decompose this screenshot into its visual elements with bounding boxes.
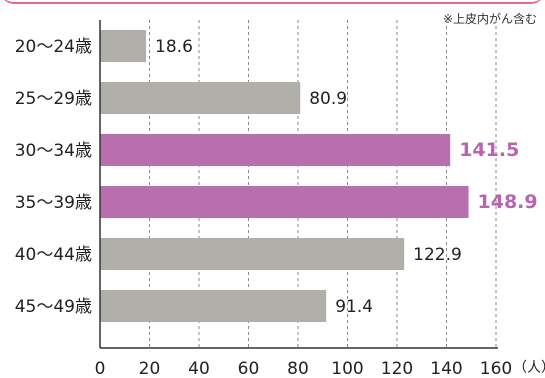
value-label: 18.6 — [155, 37, 193, 57]
x-unit-label: （人） — [513, 360, 545, 376]
tick-label: 0 — [95, 359, 106, 378]
bar — [100, 30, 147, 62]
tick-label: 40 — [188, 359, 210, 378]
value-label: 80.9 — [309, 89, 347, 109]
tick-label: 140 — [430, 359, 462, 378]
grid-lines — [149, 20, 497, 348]
tick-label: 120 — [381, 359, 413, 378]
category-labels: 20〜24歳 25〜29歳 30〜34歳 35〜39歳 40〜44歳 45〜49歳 — [15, 37, 92, 317]
bar — [100, 290, 327, 322]
x-axis: 0 20 40 60 80 100 120 140 160（人） — [95, 20, 545, 378]
bar — [100, 134, 451, 166]
value-label: 141.5 — [459, 139, 519, 161]
bar — [100, 82, 301, 114]
category-label: 25〜29歳 — [15, 89, 92, 109]
bar — [100, 186, 469, 218]
category-label: 40〜44歳 — [15, 245, 92, 265]
tick-label: 60 — [238, 359, 260, 378]
category-label: 45〜49歳 — [15, 297, 92, 317]
chart-note: ※上皮内がん含む — [442, 12, 537, 26]
tick-label: 100 — [331, 359, 363, 378]
category-label: 35〜39歳 — [15, 193, 92, 213]
tick-label: 80 — [287, 359, 309, 378]
tick-label: 20 — [139, 359, 161, 378]
value-label: 122.9 — [413, 245, 462, 265]
tick-label: 160 — [480, 359, 512, 378]
value-label: 148.9 — [478, 191, 538, 213]
category-label: 20〜24歳 — [15, 37, 92, 57]
value-labels: 18.6 80.9 141.5 148.9 122.9 91.4 — [155, 37, 538, 317]
category-label: 30〜34歳 — [15, 141, 92, 161]
value-label: 91.4 — [335, 297, 373, 317]
bar — [100, 238, 405, 270]
bars — [100, 30, 469, 322]
top-frame — [0, 0, 545, 4]
